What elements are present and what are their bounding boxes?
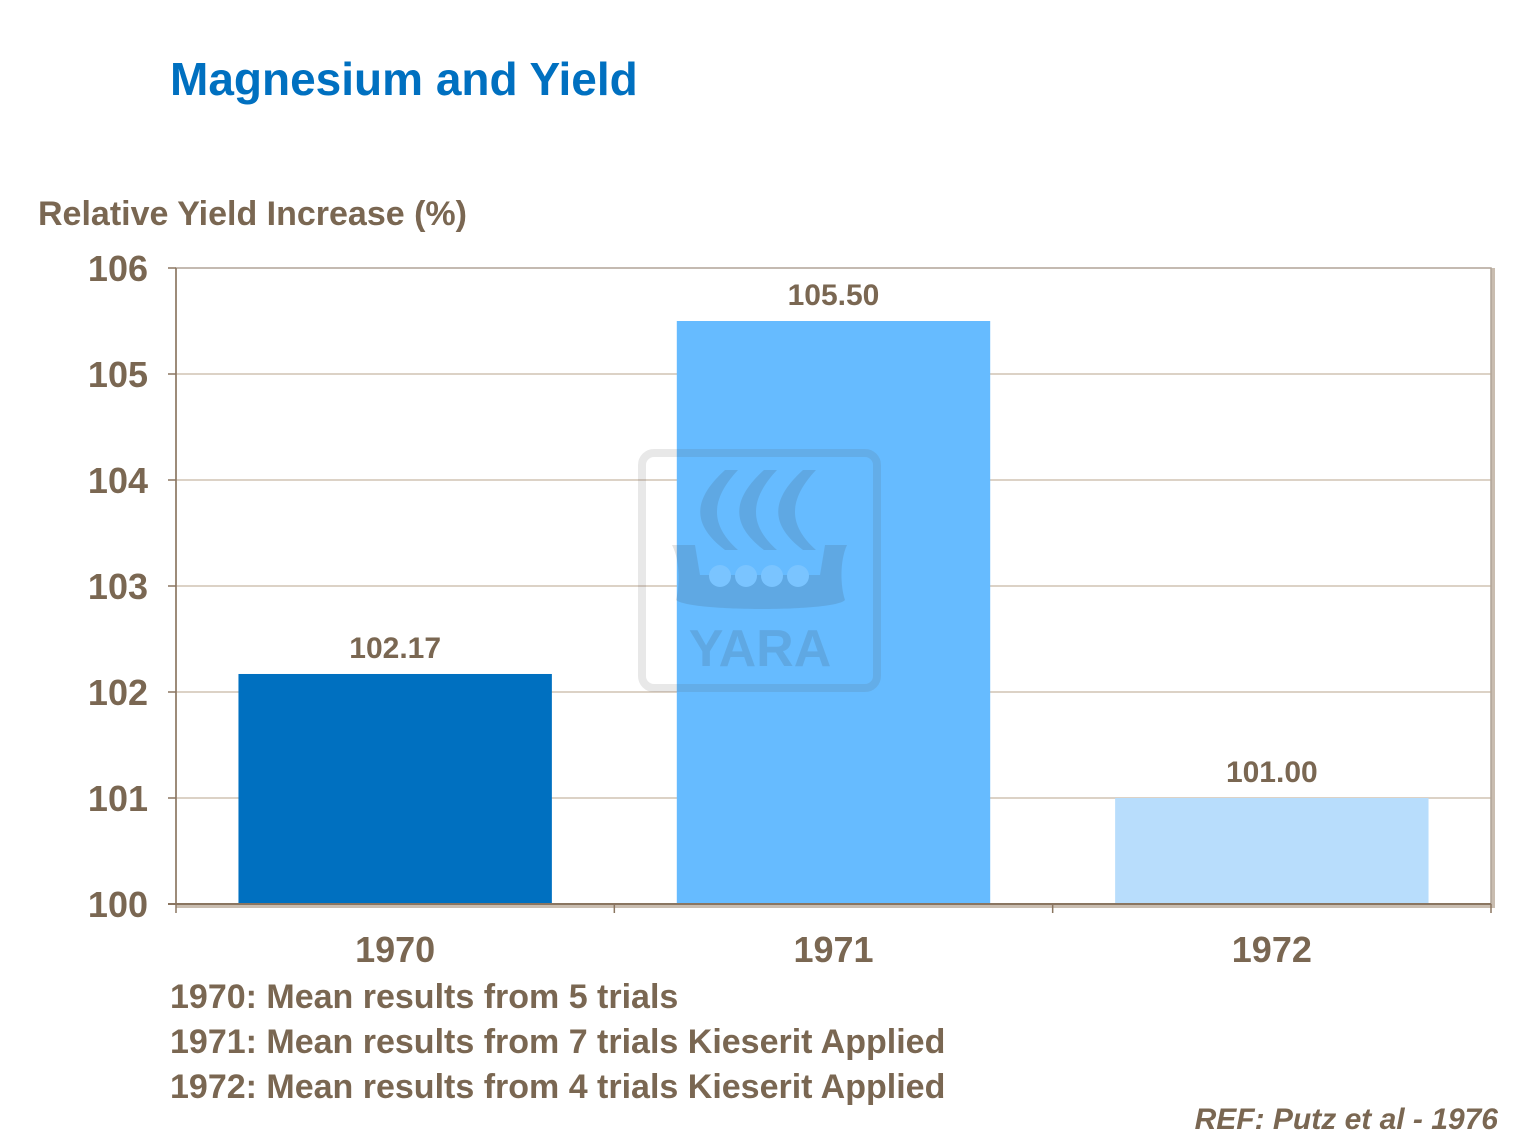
data-label: 101.00 — [1226, 756, 1318, 789]
note-1970: 1970: Mean results from 5 trials — [170, 978, 679, 1016]
bar-1971 — [676, 321, 991, 904]
y-tick-label: 104 — [88, 460, 148, 501]
y-tick-label: 105 — [88, 354, 148, 395]
y-axis-label: Relative Yield Increase (%) — [38, 195, 467, 233]
x-tick-label: 1970 — [355, 929, 435, 970]
y-tick-label: 101 — [88, 778, 148, 819]
yara-watermark-logo: YARA — [638, 449, 881, 692]
data-label: 102.17 — [349, 632, 441, 665]
bar-1972 — [1115, 798, 1429, 904]
x-tick-label: 1971 — [793, 929, 873, 970]
chart-title: Magnesium and Yield — [170, 53, 638, 105]
data-label: 105.50 — [788, 279, 880, 312]
y-tick-label: 106 — [88, 248, 148, 289]
bar-1970 — [238, 673, 552, 904]
y-tick-label: 102 — [88, 672, 148, 713]
reference: REF: Putz et al - 1976 — [1194, 1103, 1498, 1136]
y-tick-label: 103 — [88, 566, 148, 607]
svg-text:YARA: YARA — [689, 620, 832, 678]
trial-notes: 1970: Mean results from 5 trials 1971: M… — [170, 975, 945, 1110]
note-1972: 1972: Mean results from 4 trials Kieseri… — [170, 1068, 946, 1106]
note-1971: 1971: Mean results from 7 trials Kieseri… — [170, 1023, 946, 1061]
x-tick-label: 1972 — [1232, 929, 1312, 970]
y-tick-label: 100 — [88, 884, 148, 925]
